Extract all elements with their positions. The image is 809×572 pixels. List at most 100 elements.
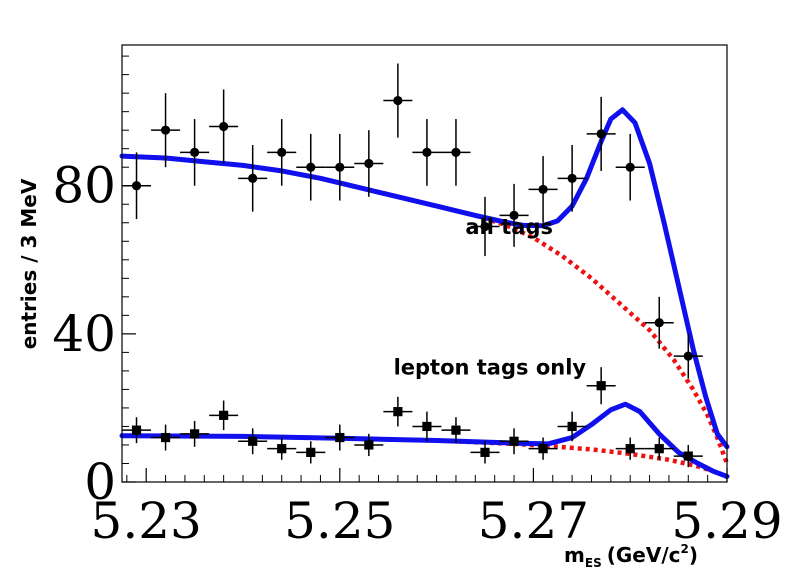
data-point (499, 183, 529, 247)
marker-square (509, 436, 519, 446)
marker-square (160, 432, 171, 443)
marker-circle (219, 121, 229, 132)
data-points (122, 63, 703, 468)
data-point (528, 437, 558, 460)
marker-circle (596, 129, 606, 139)
data-point (238, 428, 268, 455)
data-point (209, 89, 239, 164)
marker-square (451, 425, 461, 435)
data-point (383, 63, 413, 138)
marker-circle (509, 210, 519, 220)
data-point (267, 437, 297, 460)
data-point (673, 444, 703, 468)
y-tick-label: 40 (52, 305, 116, 363)
marker-square (190, 429, 200, 439)
data-point (354, 130, 384, 197)
data-point (209, 400, 239, 431)
marker-square (683, 451, 693, 461)
marker-circle (480, 221, 490, 232)
data-point (586, 367, 616, 405)
data-point (151, 424, 181, 451)
x-axis-title-close: ) (689, 543, 698, 567)
data-point (354, 433, 384, 457)
data-point (383, 396, 413, 427)
marker-circle (451, 147, 461, 157)
marker-circle (131, 181, 142, 191)
marker-circle (277, 147, 287, 157)
x-axis-title-unit: (GeV/c (607, 543, 681, 567)
annotation-lepton-tags: lepton tags only (394, 356, 587, 380)
x-axis-title-main: m (564, 543, 585, 567)
marker-square (567, 421, 577, 432)
marker-square (219, 410, 229, 420)
data-point (615, 437, 645, 460)
axis-ticks: 5.23 5.25 5.27 5.29 0 40 80 (52, 55, 783, 550)
marker-circle (393, 95, 403, 106)
data-point (122, 417, 152, 444)
data-point (644, 437, 674, 460)
y-axis-title: entries / 3 MeV (17, 178, 41, 349)
annotation-all-tags: all tags (465, 215, 553, 239)
data-point (180, 119, 210, 186)
marker-circle (538, 184, 548, 195)
marker-circle (248, 173, 258, 183)
x-tick-label: 5.25 (284, 492, 395, 550)
marker-circle (654, 318, 664, 328)
marker-circle (160, 125, 171, 135)
marker-square (538, 444, 548, 454)
data-point (325, 424, 355, 451)
marker-square (277, 444, 287, 454)
data-point (441, 417, 471, 444)
marker-square (364, 440, 374, 450)
data-point (644, 296, 674, 349)
data-point (470, 196, 500, 257)
data-point (470, 441, 500, 464)
x-tick-label: 5.27 (478, 492, 589, 550)
x-axis-title-sup: 2 (681, 542, 689, 556)
x-axis-title: mES (GeV/c2) (564, 542, 698, 570)
x-tick-label: 5.29 (671, 492, 782, 550)
fit-curve (119, 107, 730, 450)
data-point (586, 96, 616, 171)
data-point (296, 133, 326, 201)
data-point (325, 133, 355, 201)
marker-square (480, 447, 490, 457)
background-curve (121, 153, 730, 465)
data-point (412, 119, 442, 186)
marker-square (248, 436, 258, 446)
x-tick-label: 5.23 (91, 492, 202, 550)
marker-square (335, 432, 345, 443)
data-point (296, 441, 326, 464)
marker-circle (190, 147, 200, 157)
y-tick-label: 0 (84, 453, 116, 511)
marker-square (596, 381, 606, 391)
marker-square (422, 421, 432, 432)
data-point (238, 144, 268, 212)
marker-circle (364, 158, 374, 169)
x-axis-title-sub: ES (585, 556, 602, 570)
marker-circle (567, 173, 577, 183)
marker-circle (625, 162, 635, 172)
data-point (151, 93, 181, 168)
data-point (673, 333, 703, 379)
data-point (557, 411, 587, 442)
plot-frame (121, 44, 728, 483)
data-point (528, 156, 558, 223)
marker-square (625, 444, 635, 454)
data-point (615, 133, 645, 201)
marker-square (654, 444, 664, 454)
data-point (441, 119, 471, 186)
marker-square (393, 407, 403, 417)
data-point (499, 428, 529, 455)
data-point (180, 420, 210, 447)
marker-circle (683, 351, 693, 361)
marker-square (306, 447, 316, 457)
data-point (557, 144, 587, 212)
y-tick-label: 80 (52, 157, 116, 215)
marker-circle (422, 147, 432, 157)
marker-circle (306, 162, 316, 172)
marker-square (131, 425, 142, 435)
marker-circle (335, 162, 345, 172)
